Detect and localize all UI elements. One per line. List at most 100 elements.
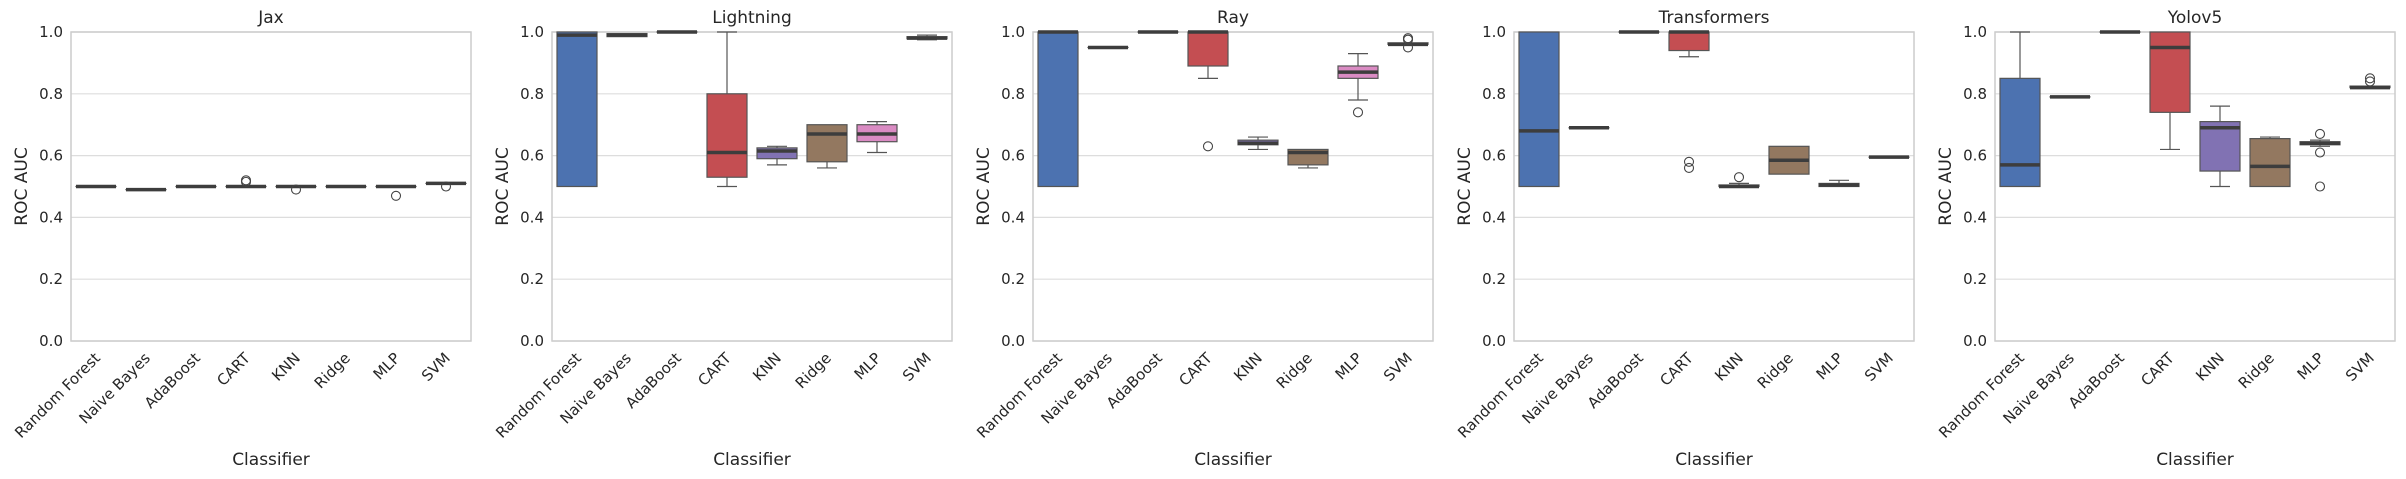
box-ridge [1287,148,1329,169]
subplot-title: Jax [257,8,284,28]
plot-frame [551,31,953,342]
outlier-point [290,184,302,195]
y-axis-label: ROC AUC [974,147,994,225]
y-tick-label: 0.0 [1482,332,1506,350]
box-ridge [1768,145,1810,175]
outlier-point [2314,128,2326,140]
y-tick-label: 0.2 [1482,270,1506,288]
y-tick-label: 1.0 [39,23,63,41]
outlier-point [1352,107,1364,118]
plot-frame [1994,31,2396,342]
box-random-forest [1999,31,2041,188]
box-knn [2199,105,2241,188]
x-axis-label: Classifier [2156,450,2234,470]
y-tick-label: 0.8 [1001,85,1025,103]
subplot-title: Yolov5 [2167,8,2223,28]
outlier-point [1202,141,1214,152]
box-body [2199,121,2241,172]
outlier-point [1683,156,1695,167]
y-tick-label: 0.2 [1963,270,1987,288]
box-cart [1668,30,1710,174]
y-tick-label: 0.2 [1001,270,1025,288]
box-body [706,93,748,178]
y-tick-label: 0.4 [520,208,544,226]
y-tick-label: 0.6 [1001,147,1025,165]
box-random-forest [1037,30,1079,188]
box-body [756,147,798,160]
y-tick-label: 1.0 [1963,23,1987,41]
y-tick-label: 0.0 [520,332,544,350]
box-knn [756,145,798,166]
outlier-point [2314,181,2326,192]
box-random-forest [556,31,598,188]
outlier-point [2364,73,2376,84]
box-svm [425,181,467,192]
box-ridge [806,124,848,169]
box-mlp [375,184,417,201]
box-random-forest [1518,31,1560,188]
box-cart [706,31,748,188]
y-tick-label: 0.8 [520,85,544,103]
y-axis-label: ROC AUC [12,147,32,225]
box-mlp [1818,179,1860,188]
y-tick-label: 0.0 [1001,332,1025,350]
y-tick-label: 0.4 [1001,208,1025,226]
box-body [1999,77,2041,188]
x-axis-label: Classifier [1675,450,1753,470]
y-tick-label: 0.0 [39,332,63,350]
box-mlp [1337,53,1379,118]
y-tick-label: 0.0 [1963,332,1987,350]
box-body [2149,31,2191,113]
y-tick-label: 0.2 [520,270,544,288]
box-cart [225,175,267,189]
box-naive-bayes [606,32,648,38]
box-body [2249,138,2291,188]
box-mlp [2299,128,2341,192]
y-tick-label: 1.0 [520,23,544,41]
subplot-title: Transformers [1658,8,1770,28]
box-body [1187,31,1229,67]
outlier-point [240,176,252,187]
y-tick-label: 0.2 [39,270,63,288]
box-knn [1237,136,1279,151]
y-tick-label: 0.4 [1963,208,1987,226]
y-tick-label: 0.6 [1482,147,1506,165]
y-tick-label: 0.6 [1963,147,1987,165]
outlier-point [1683,162,1695,174]
y-tick-label: 0.8 [1482,85,1506,103]
box-body [1037,31,1079,188]
y-axis-label: ROC AUC [1455,147,1475,225]
y-tick-label: 0.8 [39,85,63,103]
outlier-point [1402,34,1414,45]
box-knn [275,184,317,195]
box-body [1518,31,1560,188]
box-mlp [856,121,898,154]
box-body [556,31,598,188]
y-tick-label: 0.6 [520,147,544,165]
box-cart [2149,31,2191,151]
outlier-point [440,181,452,192]
y-tick-label: 1.0 [1482,23,1506,41]
box-knn [1718,172,1760,189]
box-svm [2349,73,2391,90]
box-body [1668,31,1710,52]
y-axis-label: ROC AUC [1936,147,1956,225]
outlier-point [2364,76,2376,87]
x-axis-label: Classifier [232,450,310,470]
y-tick-label: 0.8 [1963,85,1987,103]
box-svm [906,34,948,41]
box-ridge [2249,136,2291,188]
y-tick-label: 0.4 [1482,208,1506,226]
outlier-point [1733,172,1745,183]
y-tick-label: 0.6 [39,147,63,165]
outlier-point [2314,147,2326,158]
x-axis-label: Classifier [1194,450,1272,470]
subplot-title: Ray [1217,8,1249,28]
y-axis-label: ROC AUC [493,147,513,225]
plot-frame [1513,31,1915,342]
box-cart [1187,30,1229,152]
y-tick-label: 0.4 [39,208,63,226]
outlier-point [1402,42,1414,53]
outlier-point [390,190,402,201]
plot-frame [70,31,472,342]
